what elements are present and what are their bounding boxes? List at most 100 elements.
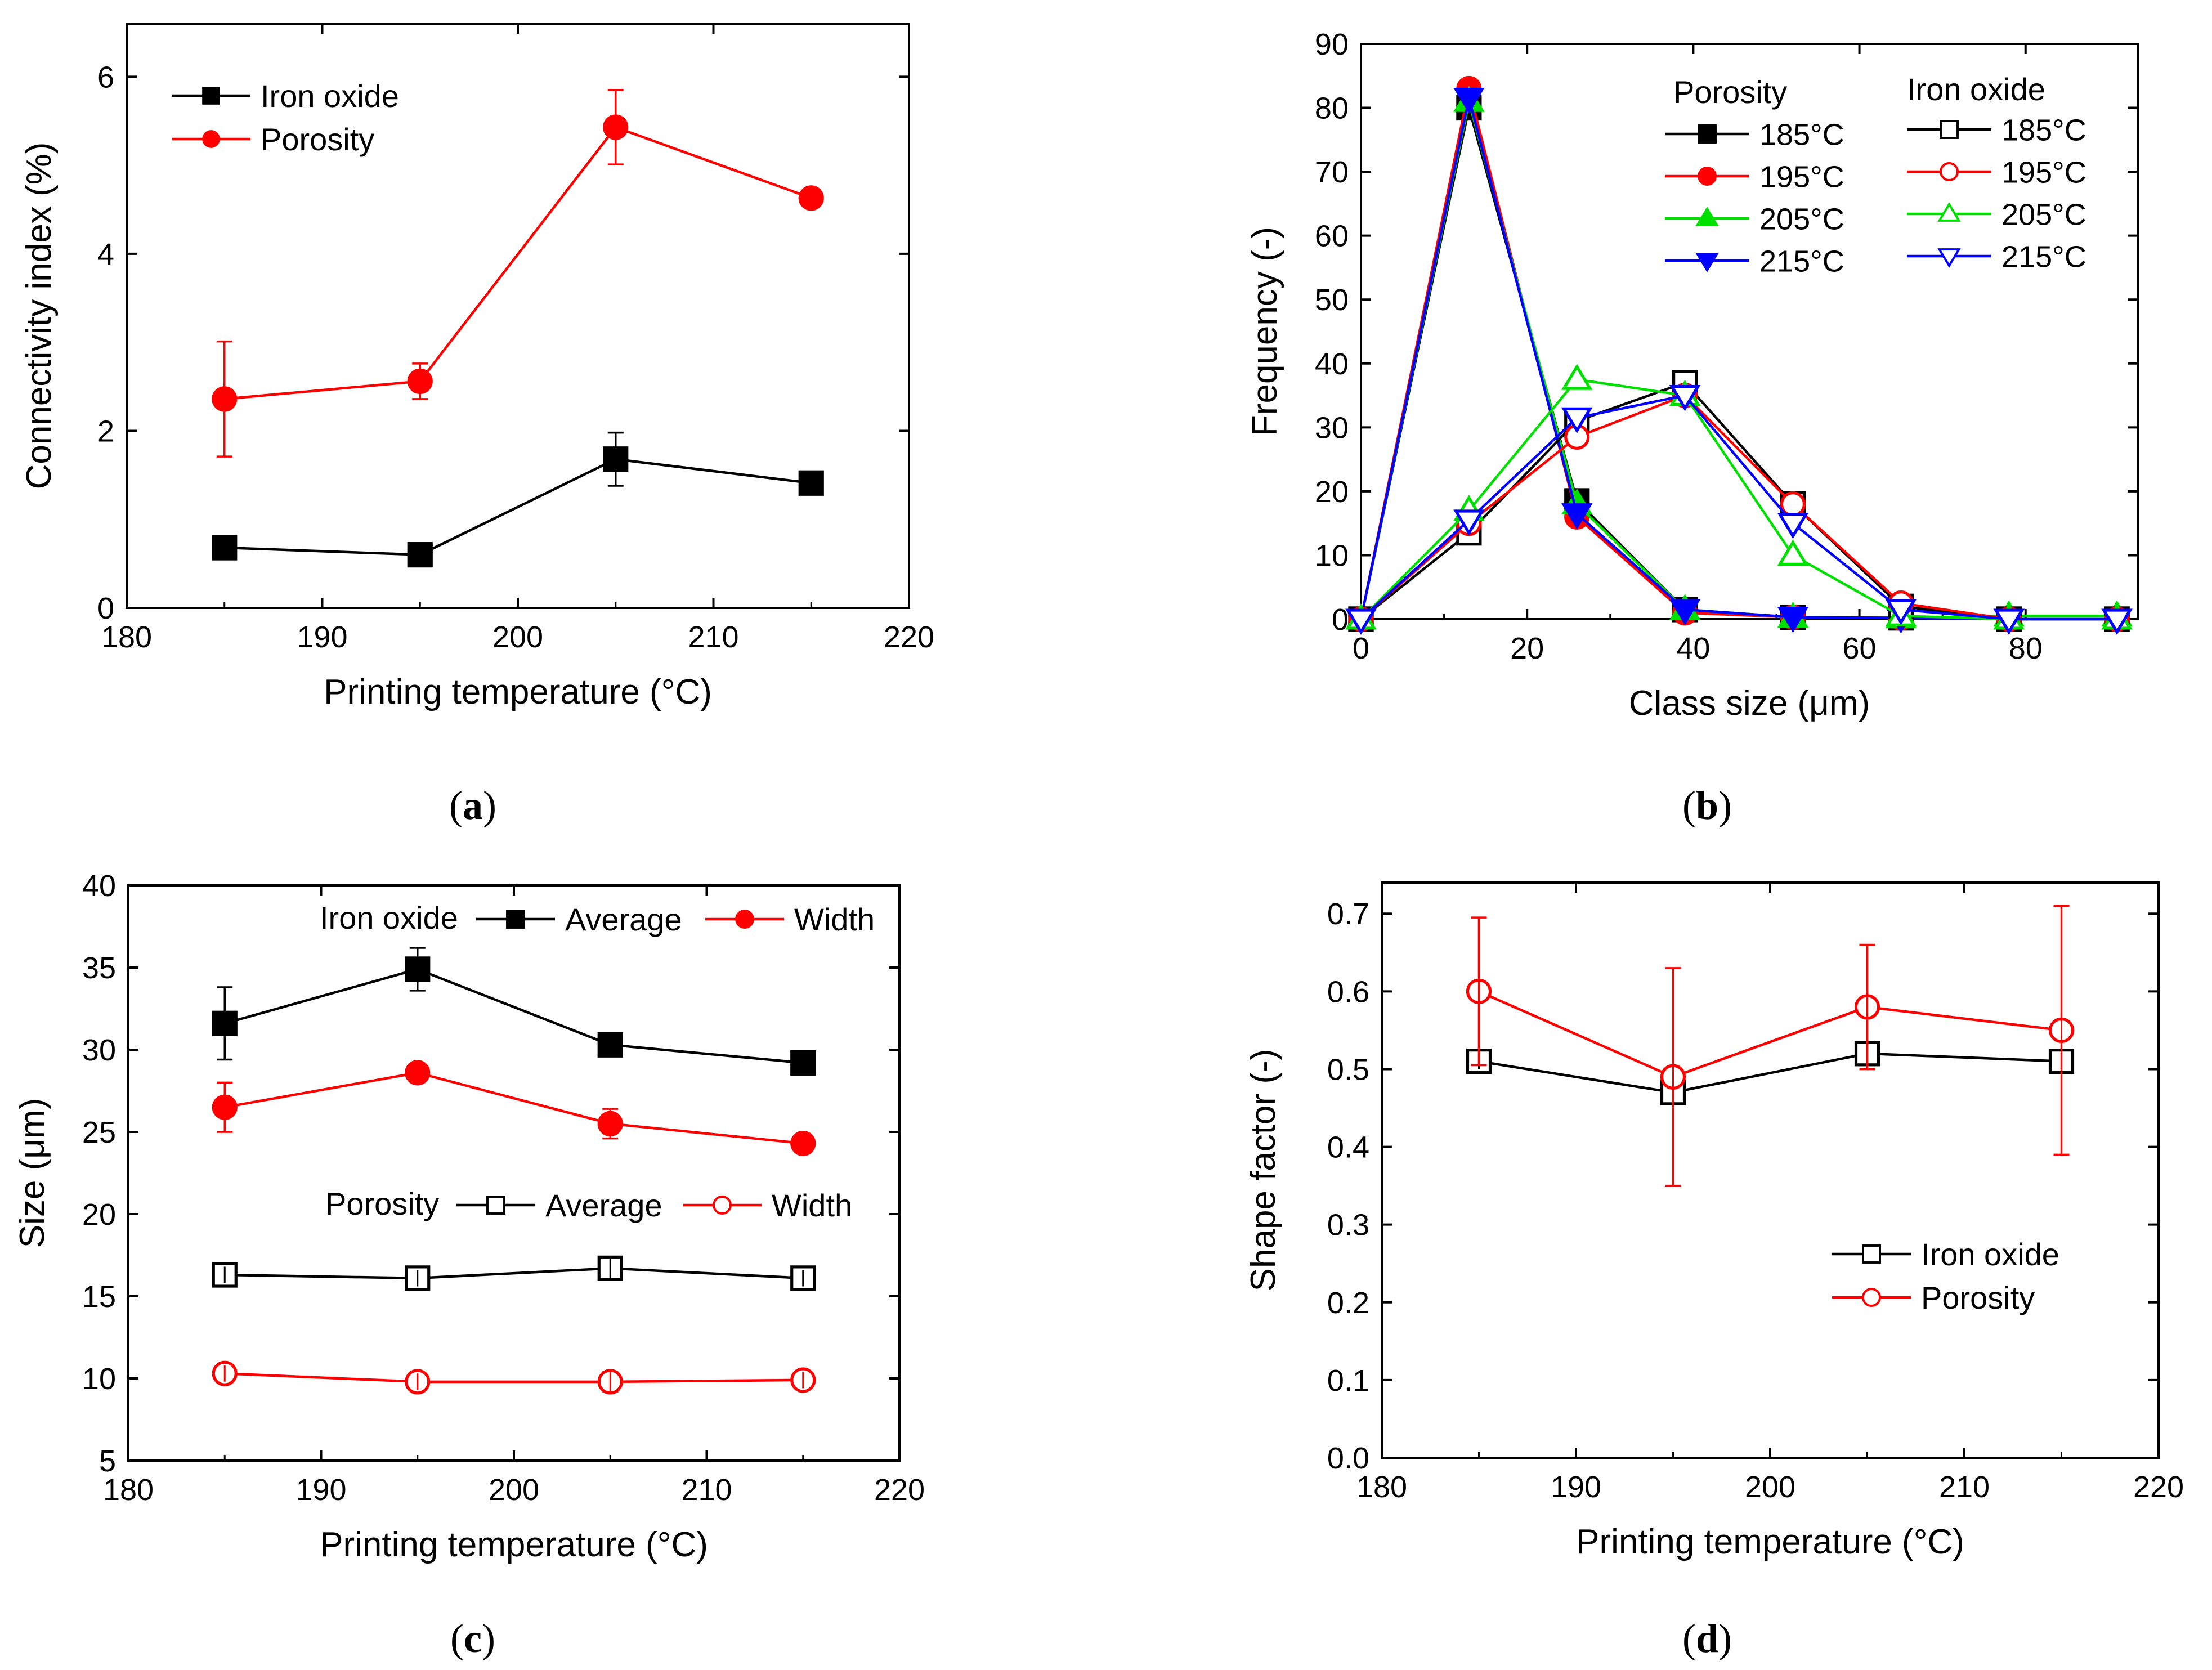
legend-entry: 215°C [1907, 240, 2086, 274]
y-tick-label: 20 [1315, 475, 1349, 509]
x-tick-label: 210 [688, 620, 738, 654]
legend-entry: 195°C [1907, 155, 2086, 189]
x-axis-ticks: 180 190 200 210 220 [103, 885, 925, 1507]
y-tick-label: 0.4 [1327, 1131, 1369, 1165]
y-axis-ticks: 0 2 4 6 [97, 60, 909, 625]
series-iron-oxide-215-c [1345, 384, 2133, 635]
legend-marker [1940, 162, 1959, 181]
panel-d: 180 190 200 210 220 0.0 0.1 0.2 0.3 0.4 0.5 0.6 0.7 P… [1244, 881, 2184, 1661]
legend-label: Average [565, 902, 682, 937]
y-tick-label: 40 [82, 869, 116, 903]
x-tick-label: 190 [295, 1473, 346, 1507]
data-point [407, 542, 433, 568]
legend-entry: Porosity [172, 122, 374, 157]
legend-label: Iron oxide [261, 78, 399, 114]
data-point [2101, 608, 2133, 635]
legend-marker [1695, 253, 1719, 272]
plot-frame [126, 23, 910, 609]
legend-marker [486, 1196, 505, 1215]
y-tick-label: 0.5 [1327, 1053, 1369, 1086]
legend-entry: 195°C [1665, 160, 1844, 194]
data-point [212, 1010, 238, 1036]
y-tick-label: 30 [82, 1033, 116, 1067]
y-tick-label: 60 [1315, 220, 1349, 253]
x-tick-label: 200 [489, 1473, 539, 1507]
series-line [224, 968, 803, 1064]
y-tick-label: 35 [82, 951, 116, 985]
panel-caption: (a) [449, 783, 496, 828]
panel-caption: (c) [450, 1616, 495, 1661]
legend-label: 195°C [1759, 160, 1844, 194]
panel-a: 180 190 200 210 220 0 2 4 6 Printing temperature … [20, 23, 934, 828]
legend-label: 205°C [1759, 202, 1844, 236]
legend-label: 195°C [2001, 155, 2086, 189]
y-tick-label: 50 [1315, 283, 1349, 317]
data-point [603, 114, 629, 140]
y-tick-label: 0.3 [1327, 1208, 1369, 1242]
x-tick-label: 210 [681, 1473, 732, 1507]
data-point [1345, 608, 1377, 635]
series-line [224, 458, 812, 556]
y-tick-label: 25 [82, 1116, 116, 1149]
legend-label: 185°C [1759, 118, 1844, 151]
x-tick-label: 40 [1676, 632, 1710, 665]
x-tick-label: 210 [1939, 1470, 1990, 1504]
series-iron-oxide [212, 431, 824, 568]
legend-label: Porosity [1921, 1280, 2035, 1315]
data-point [597, 1111, 623, 1137]
data-point [1561, 503, 1593, 530]
y-tick-label: 5 [99, 1444, 116, 1478]
legend-title: Iron oxide [1907, 71, 2045, 107]
x-axis-ticks: 180 190 200 210 220 [101, 24, 934, 654]
legend-entry: Porosity [1832, 1280, 2035, 1315]
data-point [1561, 364, 1593, 390]
x-axis-title: Class size (μm) [1629, 684, 1870, 723]
legend-marker [506, 910, 525, 929]
data-point [1777, 513, 1809, 539]
y-tick-label: 6 [97, 60, 114, 94]
series-iron-oxide-average [212, 947, 816, 1076]
y-tick-label: 0.1 [1327, 1364, 1369, 1398]
y-tick-label: 70 [1315, 155, 1349, 189]
x-tick-label: 180 [101, 620, 152, 654]
series-porosity [1466, 905, 2075, 1187]
legend-marker [735, 910, 754, 929]
data-point [790, 1130, 816, 1157]
data-point [1780, 491, 1806, 517]
x-tick-label: 200 [1745, 1470, 1795, 1504]
series-iron-oxide [1466, 1041, 2075, 1105]
y-tick-label: 0.0 [1327, 1441, 1369, 1475]
legend: Iron oxide Porosity [172, 78, 399, 157]
series-line [225, 1372, 803, 1384]
x-axis-title: Printing temperature (°C) [324, 673, 712, 711]
legend-marker [1862, 1244, 1881, 1264]
data-point [790, 1050, 816, 1076]
legend-entry: Iron oxide [1832, 1237, 2059, 1272]
series-line [1360, 378, 2117, 621]
legend-entry: Iron oxide [172, 78, 399, 114]
x-tick-label: 180 [1356, 1470, 1407, 1504]
data-point [597, 1032, 623, 1058]
y-tick-label: 2 [97, 414, 114, 448]
y-tick-label: 0 [97, 592, 114, 625]
y-axis-title: Size (μm) [13, 1098, 52, 1248]
y-tick-label: 10 [1315, 539, 1349, 572]
legend-marker [1862, 1288, 1881, 1307]
x-tick-label: 190 [297, 620, 347, 654]
legend-marker [1695, 207, 1719, 226]
legend: Iron oxide Porosity [1832, 1237, 2059, 1315]
y-tick-label: 30 [1315, 411, 1349, 445]
series-line [224, 126, 812, 401]
legend-marker [202, 87, 220, 105]
legend-entry: Width [683, 1188, 852, 1223]
legend-title: Porosity [325, 1186, 439, 1221]
series-porosity [212, 89, 824, 458]
data-point [1453, 509, 1485, 536]
legend-marker [202, 130, 220, 148]
data-point [798, 185, 824, 211]
x-axis-ticks: 180 190 200 210 220 [1356, 883, 2184, 1504]
y-tick-label: 0.7 [1327, 897, 1369, 931]
legend-entry: 185°C [1665, 118, 1844, 151]
data-point [407, 368, 433, 394]
